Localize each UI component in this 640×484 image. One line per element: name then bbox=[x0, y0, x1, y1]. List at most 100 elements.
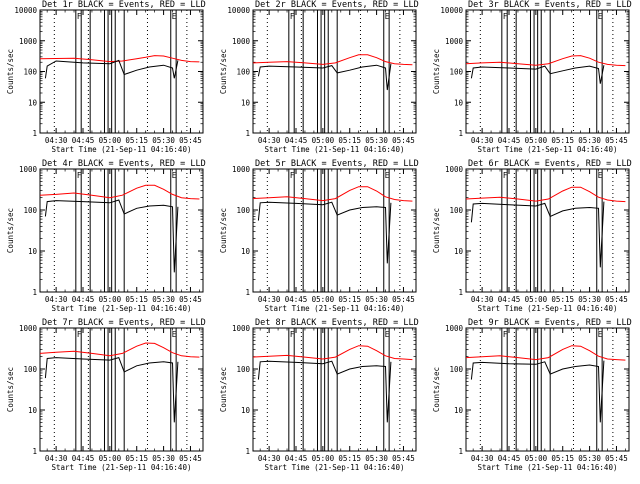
plot-frame bbox=[39, 327, 204, 452]
flag-label: F bbox=[77, 12, 82, 21]
y-tick-label: 1000 bbox=[232, 165, 251, 174]
flag-label: F bbox=[503, 171, 508, 180]
y-axis-label: Counts/sec bbox=[6, 367, 15, 412]
lld-series-line bbox=[465, 186, 626, 203]
events-series-line bbox=[44, 59, 179, 79]
x-tick-label: 05:15 bbox=[551, 136, 574, 145]
y-tick-label: 100 bbox=[449, 206, 463, 215]
y-tick-label: 100 bbox=[23, 206, 37, 215]
y-axis-label: Counts/sec bbox=[219, 49, 228, 94]
detector-panel-5: Det 5r BLACK = Events, RED = LLD 1 10 100 10… bbox=[219, 159, 419, 313]
y-tick-label: 1000 bbox=[19, 324, 38, 333]
y-tick-label: 100 bbox=[236, 365, 250, 374]
y-axis-label: Counts/sec bbox=[6, 208, 15, 253]
plot-frame bbox=[252, 9, 417, 134]
x-tick-label: 05:45 bbox=[392, 295, 415, 304]
panel-title: Det 9r BLACK = Events, RED = LLD bbox=[468, 318, 632, 328]
flag-label: F bbox=[503, 330, 508, 339]
x-tick-label: 04:30 bbox=[45, 454, 68, 463]
x-tick-label: 05:45 bbox=[392, 136, 415, 145]
flag-label: E bbox=[172, 330, 177, 339]
y-tick-label: 10 bbox=[28, 247, 38, 256]
x-tick-label: 04:45 bbox=[72, 454, 95, 463]
x-tick-label: 05:00 bbox=[525, 295, 548, 304]
lld-series-line bbox=[465, 55, 626, 67]
x-tick-label: 04:30 bbox=[45, 295, 68, 304]
x-tick-label: 05:15 bbox=[551, 295, 574, 304]
x-axis-label: Start Time (21-Sep-11 04:16:40) bbox=[265, 304, 405, 313]
x-tick-label: 05:15 bbox=[125, 454, 148, 463]
x-tick-label: 04:30 bbox=[471, 295, 494, 304]
x-tick-label: 05:15 bbox=[125, 136, 148, 145]
x-tick-label: 05:45 bbox=[605, 295, 628, 304]
y-axis-label: Counts/sec bbox=[432, 49, 441, 94]
events-series-line bbox=[470, 65, 605, 84]
x-tick-label: 05:30 bbox=[578, 454, 601, 463]
x-tick-label: 05:15 bbox=[338, 136, 361, 145]
lld-series-line bbox=[465, 345, 626, 361]
plot-frame bbox=[252, 327, 417, 452]
plot-frame bbox=[252, 168, 417, 293]
plot-frame bbox=[465, 9, 630, 134]
lld-series-line bbox=[252, 345, 413, 361]
flag-label: E bbox=[172, 171, 177, 180]
x-tick-label: 05:45 bbox=[179, 295, 202, 304]
x-tick-label: 05:00 bbox=[312, 136, 335, 145]
detector-panel-3: Det 3r BLACK = Events, RED = LLD 1 10 100 10… bbox=[432, 0, 632, 154]
x-tick-label: 05:45 bbox=[179, 136, 202, 145]
y-tick-label: 1 bbox=[458, 288, 463, 297]
y-tick-label: 1000 bbox=[445, 165, 464, 174]
detector-panel-8: Det 8r BLACK = Events, RED = LLD 1 10 100 10… bbox=[219, 318, 419, 472]
y-tick-label: 10 bbox=[241, 406, 251, 415]
y-axis-label: Counts/sec bbox=[219, 208, 228, 253]
y-tick-label: 100 bbox=[449, 365, 463, 374]
x-tick-label: 05:30 bbox=[152, 295, 175, 304]
y-tick-label: 1000 bbox=[19, 165, 38, 174]
x-tick-label: 05:45 bbox=[605, 136, 628, 145]
x-tick-label: 05:30 bbox=[152, 136, 175, 145]
x-tick-label: 05:00 bbox=[525, 136, 548, 145]
detector-panel-2: Det 2r BLACK = Events, RED = LLD 1 10 100 10… bbox=[219, 0, 419, 154]
x-tick-label: 05:30 bbox=[578, 295, 601, 304]
flag-label: F bbox=[290, 171, 295, 180]
events-series-line bbox=[470, 201, 605, 268]
events-series-line bbox=[470, 360, 605, 423]
flag-label: E bbox=[598, 330, 603, 339]
x-tick-label: 05:45 bbox=[605, 454, 628, 463]
x-tick-label: 05:00 bbox=[312, 295, 335, 304]
y-tick-label: 1 bbox=[458, 447, 463, 456]
y-tick-label: 1 bbox=[245, 129, 250, 138]
x-axis-label: Start Time (21-Sep-11 04:16:40) bbox=[478, 145, 618, 154]
flag-label: E bbox=[385, 330, 390, 339]
y-tick-label: 1 bbox=[32, 447, 37, 456]
flag-label: F bbox=[77, 330, 82, 339]
x-tick-label: 04:45 bbox=[72, 136, 95, 145]
detector-panel-9: Det 9r BLACK = Events, RED = LLD 1 10 100 10… bbox=[432, 318, 632, 472]
x-axis-label: Start Time (21-Sep-11 04:16:40) bbox=[52, 463, 192, 472]
x-tick-label: 05:15 bbox=[338, 295, 361, 304]
y-tick-label: 10000 bbox=[14, 6, 37, 15]
y-tick-label: 100 bbox=[236, 68, 250, 77]
y-tick-label: 10000 bbox=[440, 6, 463, 15]
flag-label: F bbox=[290, 330, 295, 339]
x-tick-label: 04:30 bbox=[258, 454, 281, 463]
lld-series-line bbox=[39, 342, 200, 358]
x-tick-label: 05:00 bbox=[99, 295, 122, 304]
x-tick-label: 04:45 bbox=[285, 454, 308, 463]
detector-panel-6: Det 6r BLACK = Events, RED = LLD 1 10 100 10… bbox=[432, 159, 632, 313]
y-tick-label: 10 bbox=[454, 247, 464, 256]
x-tick-label: 05:15 bbox=[551, 454, 574, 463]
y-tick-label: 1 bbox=[32, 288, 37, 297]
x-tick-label: 05:15 bbox=[338, 454, 361, 463]
x-tick-label: 05:30 bbox=[365, 295, 388, 304]
x-axis-label: Start Time (21-Sep-11 04:16:40) bbox=[478, 304, 618, 313]
x-tick-label: 04:45 bbox=[498, 454, 521, 463]
y-axis-label: Counts/sec bbox=[6, 49, 15, 94]
plot-frame bbox=[39, 168, 204, 293]
y-tick-label: 1000 bbox=[232, 37, 251, 46]
x-axis-label: Start Time (21-Sep-11 04:16:40) bbox=[52, 304, 192, 313]
detector-panel-1: Det 1r BLACK = Events, RED = LLD 1 10 100 10… bbox=[6, 0, 206, 154]
x-tick-label: 05:00 bbox=[99, 136, 122, 145]
y-axis-label: Counts/sec bbox=[432, 208, 441, 253]
